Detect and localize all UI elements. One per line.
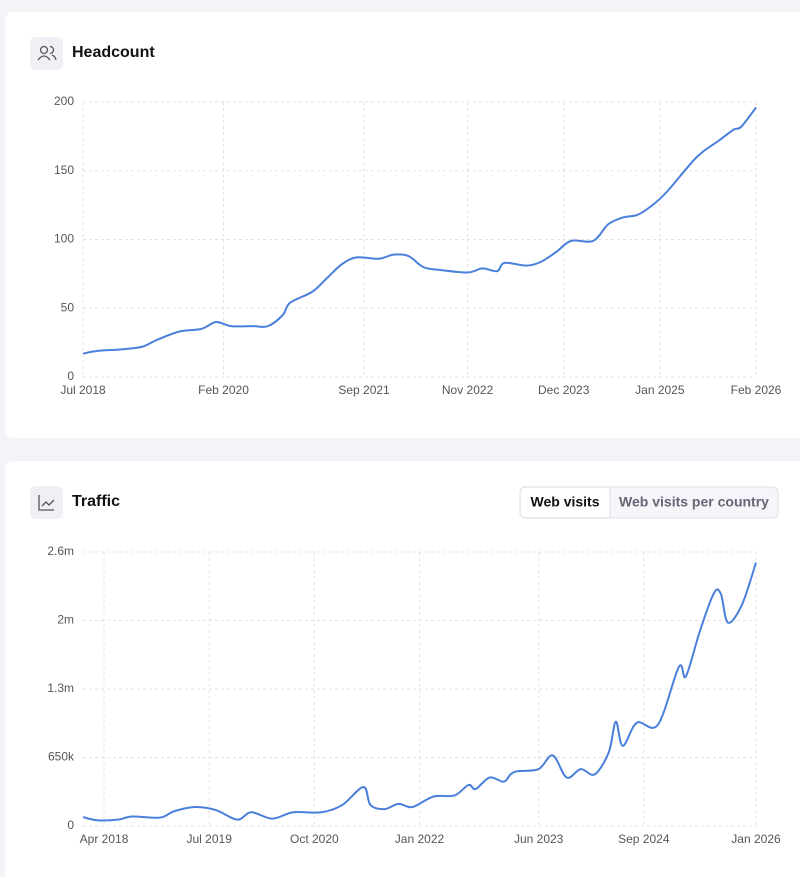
tab[interactable]: Web visits: [531, 494, 600, 510]
x-tick-label: Nov 2022: [442, 383, 494, 397]
y-tick-label: 150: [54, 163, 74, 177]
y-tick-label: 650k: [48, 750, 75, 764]
traffic-card: [5, 461, 800, 877]
x-tick-label: Jul 2018: [60, 383, 106, 397]
x-tick-label: Jan 2026: [731, 832, 781, 846]
x-tick-label: Jun 2023: [514, 832, 564, 846]
y-tick-label: 100: [54, 232, 74, 246]
x-tick-label: Sep 2021: [338, 383, 390, 397]
chart-title: Headcount: [72, 44, 155, 61]
y-tick-label: 0: [67, 818, 74, 832]
x-tick-label: Jan 2022: [395, 832, 445, 846]
y-tick-label: 2.6m: [47, 544, 74, 558]
chart-title: Traffic: [72, 493, 120, 510]
tab[interactable]: Web visits per country: [619, 494, 769, 510]
chart-icon: [30, 486, 63, 519]
x-tick-label: Apr 2018: [80, 832, 129, 846]
x-tick-label: Jan 2025: [635, 383, 685, 397]
x-tick-label: Feb 2026: [731, 383, 782, 397]
y-tick-label: 0: [67, 369, 74, 383]
y-tick-label: 50: [61, 300, 75, 314]
x-tick-label: Jul 2019: [187, 832, 233, 846]
y-tick-label: 2m: [57, 613, 74, 627]
y-tick-label: 200: [54, 94, 74, 108]
x-tick-label: Dec 2023: [538, 383, 590, 397]
x-tick-label: Feb 2020: [198, 383, 249, 397]
data-line: [82, 106, 757, 355]
data-line: [82, 562, 757, 822]
y-tick-label: 1.3m: [47, 681, 74, 695]
x-tick-label: Oct 2020: [290, 832, 339, 846]
people-icon: [30, 37, 63, 70]
headcount-card: [5, 12, 800, 438]
tab-active[interactable]: [521, 488, 610, 517]
x-tick-label: Sep 2024: [618, 832, 670, 846]
